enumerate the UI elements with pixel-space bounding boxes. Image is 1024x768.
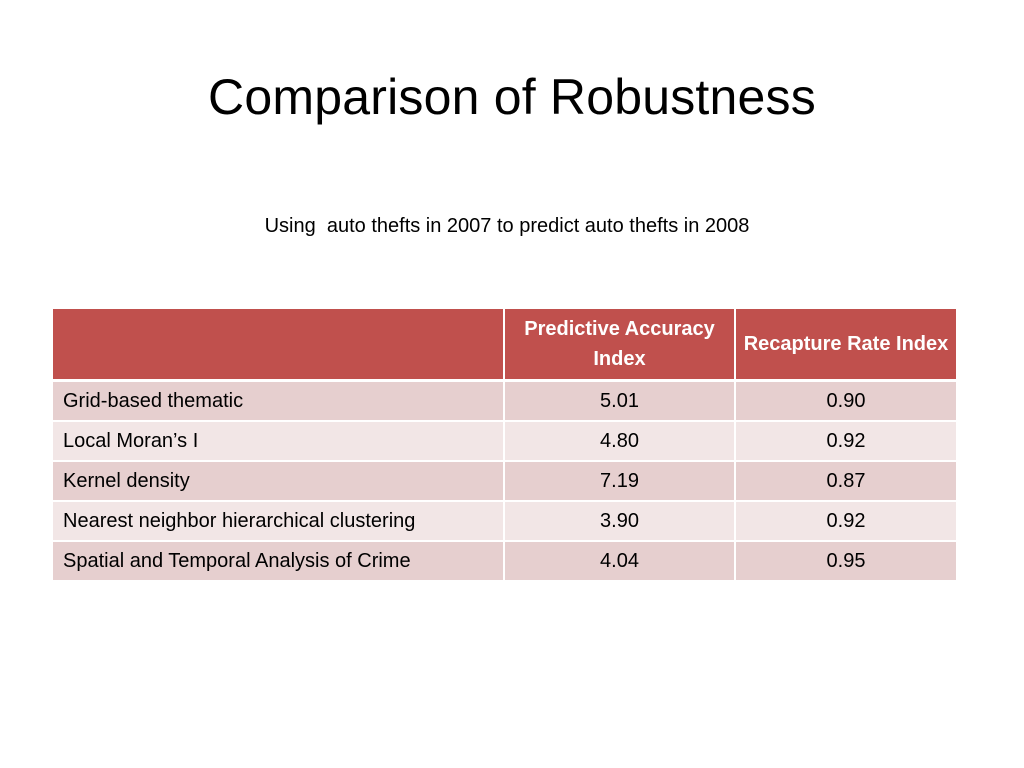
method-name: Local Moran’s I: [51, 420, 505, 462]
pai-value: 7.19: [503, 460, 736, 502]
table-row: Spatial and Temporal Analysis of Crime 4…: [51, 540, 958, 582]
method-name: Spatial and Temporal Analysis of Crime: [51, 540, 505, 582]
method-name: Grid-based thematic: [51, 379, 505, 422]
pai-value: 5.01: [503, 379, 736, 422]
pai-value: 4.80: [503, 420, 736, 462]
rri-value: 0.95: [734, 540, 958, 582]
slide-subtitle: Using auto thefts in 2007 to predict aut…: [264, 215, 750, 237]
table-row: Kernel density 7.19 0.87: [51, 460, 958, 502]
rri-value: 0.87: [734, 460, 958, 502]
method-name: Nearest neighbor hierarchical clustering: [51, 500, 505, 542]
rri-value: 0.92: [734, 500, 958, 542]
pai-value: 4.04: [503, 540, 736, 582]
table-row: Grid-based thematic 5.01 0.90: [51, 379, 958, 422]
header-recapture-rate-index: Recapture Rate Index: [734, 307, 958, 382]
header-method: [51, 307, 505, 382]
comparison-table: Predictive Accuracy Index Recapture Rate…: [51, 307, 958, 582]
table-header-row: Predictive Accuracy Index Recapture Rate…: [51, 307, 958, 382]
rri-value: 0.92: [734, 420, 958, 462]
table-row: Local Moran’s I 4.80 0.92: [51, 420, 958, 462]
pai-value: 3.90: [503, 500, 736, 542]
rri-value: 0.90: [734, 379, 958, 422]
method-name: Kernel density: [51, 460, 505, 502]
table-row: Nearest neighbor hierarchical clustering…: [51, 500, 958, 542]
header-predictive-accuracy-index: Predictive Accuracy Index: [503, 307, 736, 382]
slide-title: Comparison of Robustness: [208, 69, 816, 125]
